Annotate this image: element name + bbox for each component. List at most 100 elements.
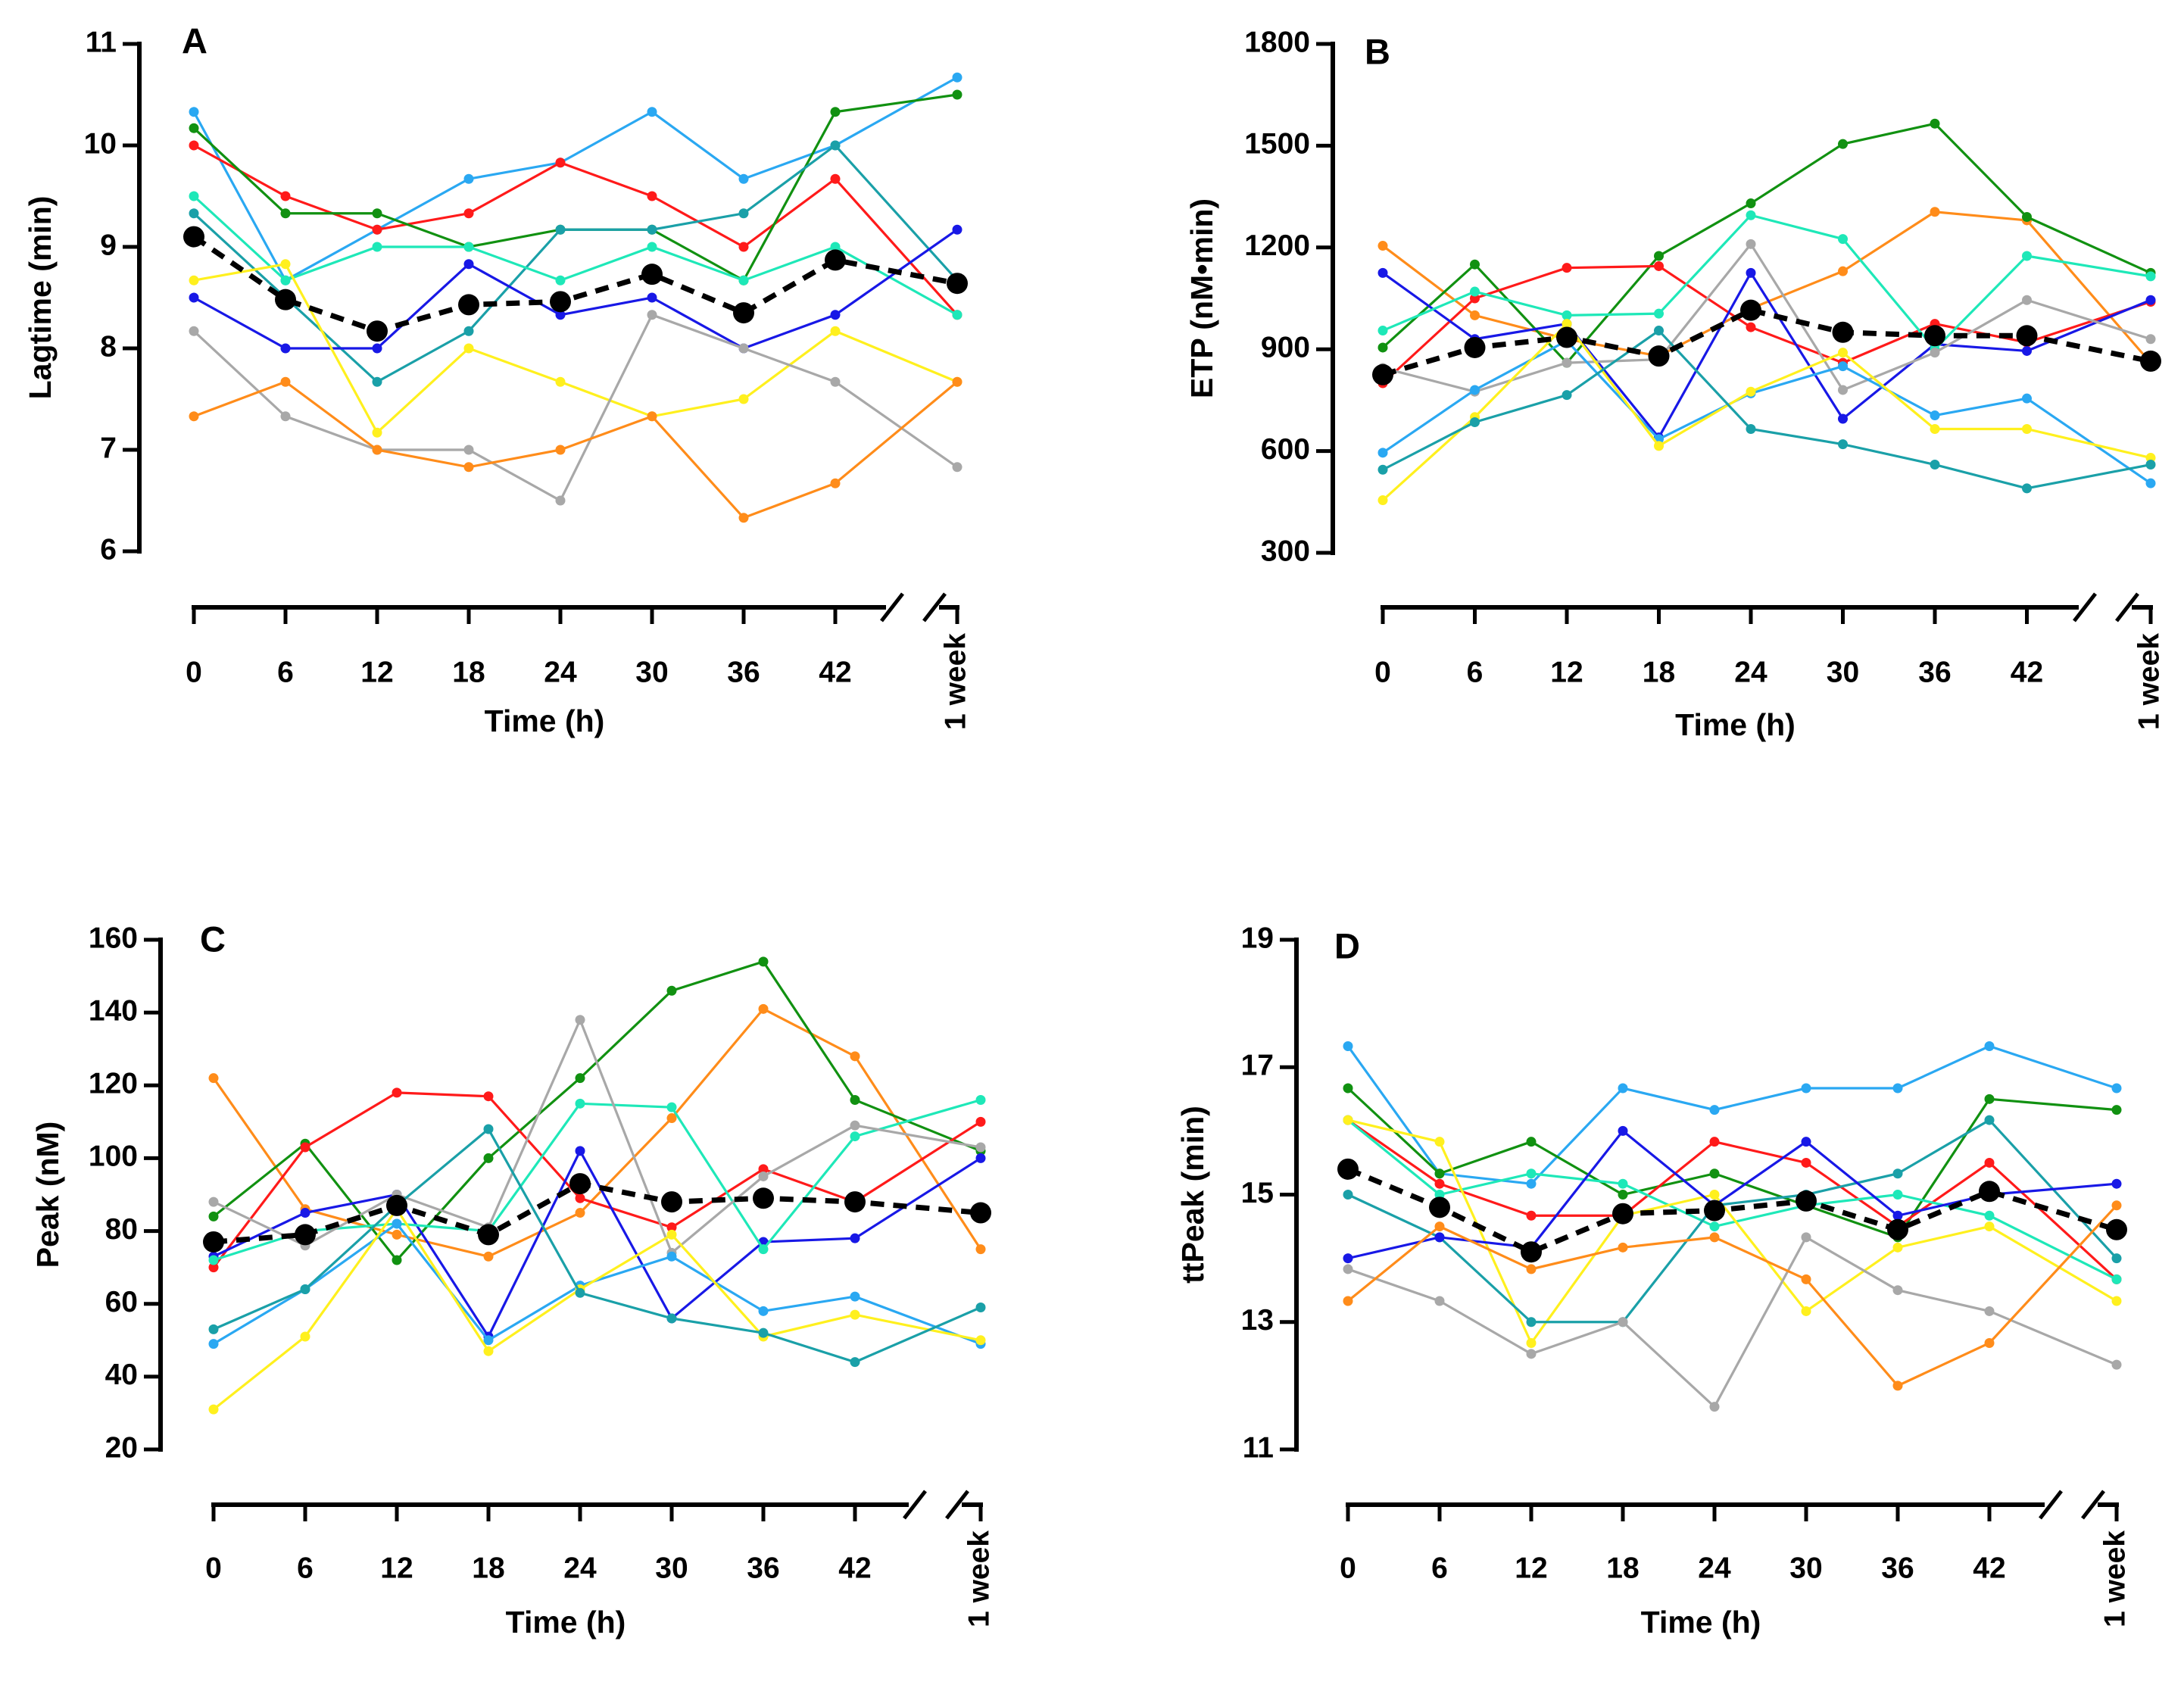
- data-point: [1434, 1178, 1445, 1189]
- data-point: [1984, 1306, 1995, 1316]
- data-point: [1930, 348, 1940, 358]
- y-tick-label: 10: [84, 127, 117, 160]
- data-point: [280, 191, 291, 201]
- y-tick-label: 80: [105, 1213, 138, 1246]
- data-point: [1562, 390, 1572, 401]
- data-point: [1343, 1190, 1353, 1200]
- data-point: [2022, 393, 2032, 404]
- data-point: [280, 343, 291, 354]
- data-point: [2111, 1083, 2122, 1094]
- data-point: [300, 1142, 310, 1153]
- x-axis-title: Time (h): [506, 1605, 626, 1640]
- data-point: [666, 1113, 677, 1124]
- data-point: [1618, 1317, 1628, 1328]
- mean-point: [1337, 1158, 1359, 1180]
- data-point: [1892, 1168, 1903, 1179]
- data-point: [975, 1142, 986, 1153]
- data-point: [1838, 234, 1848, 245]
- data-point: [1526, 1264, 1537, 1274]
- data-point: [208, 1324, 219, 1334]
- data-point: [1709, 1232, 1720, 1243]
- x-tick-label: 0: [1374, 656, 1391, 688]
- y-tick-label: 900: [1261, 331, 1310, 363]
- mean-point: [1704, 1200, 1725, 1221]
- data-point: [1618, 1178, 1628, 1189]
- x-tick-label: 24: [544, 656, 577, 688]
- data-point: [850, 1357, 860, 1368]
- data-point: [1434, 1296, 1445, 1306]
- axis-break-mark: [880, 592, 904, 622]
- mean-point: [275, 289, 296, 310]
- data-point: [2022, 295, 2032, 305]
- data-point: [1892, 1381, 1903, 1391]
- data-point: [189, 107, 199, 117]
- mean-point: [970, 1202, 991, 1224]
- data-point: [555, 310, 566, 320]
- axis-break-mark: [2073, 592, 2097, 622]
- data-point: [850, 1131, 860, 1142]
- y-tick-label: 8: [100, 330, 117, 363]
- data-point: [1654, 441, 1664, 451]
- mean-point: [367, 320, 388, 342]
- y-axis-title: ETP (nM•min): [1184, 198, 1219, 398]
- x-tick-label: 6: [297, 1552, 314, 1584]
- y-tick-label: 160: [89, 922, 138, 954]
- x-tick-label: 24: [563, 1552, 597, 1584]
- data-point: [1930, 423, 1940, 434]
- x-tick-label: 36: [747, 1552, 779, 1584]
- data-point: [555, 376, 566, 387]
- series-line-group: [1343, 1115, 2122, 1349]
- x-axis-title: Time (h): [1675, 707, 1796, 742]
- data-point: [1654, 251, 1664, 261]
- data-point: [1377, 241, 1388, 251]
- panel-letter: D: [1334, 925, 1360, 966]
- data-point: [666, 1102, 677, 1112]
- x-tick-label: 1 week: [963, 1530, 995, 1627]
- data-point: [1709, 1168, 1720, 1179]
- data-point: [975, 1244, 986, 1255]
- data-point: [738, 513, 749, 523]
- panel-d: D 11 13 15 17 19 ttPeak (min) 0 6 12 18 24 30 36 42 1 w…: [1175, 922, 2131, 1640]
- data-point: [208, 1073, 219, 1084]
- data-point: [300, 1284, 310, 1294]
- data-point: [1930, 410, 1940, 421]
- series-line: [1381, 122, 2151, 365]
- series-line-group: [1377, 261, 2156, 388]
- data-point: [1377, 267, 1388, 278]
- series-line: [1381, 322, 2151, 501]
- data-point: [1801, 1083, 1811, 1094]
- y-axis-title: Peak (nM): [30, 1122, 65, 1268]
- data-point: [758, 1171, 769, 1181]
- data-point: [1984, 1115, 1995, 1125]
- mean-line-group: [183, 226, 968, 342]
- data-point: [1709, 1105, 1720, 1115]
- series-line: [213, 1148, 981, 1340]
- data-point: [1838, 439, 1848, 450]
- data-point: [1984, 1094, 1995, 1104]
- x-tick-label: 12: [380, 1552, 413, 1584]
- data-point: [1526, 1349, 1537, 1359]
- x-tick-label: 0: [205, 1552, 222, 1584]
- y-tick-label: 100: [89, 1140, 138, 1173]
- data-point: [666, 1222, 677, 1233]
- data-point: [1984, 1157, 1995, 1168]
- data-point: [1930, 207, 1940, 217]
- series-line: [1347, 1118, 2117, 1346]
- series-line-group: [189, 376, 963, 523]
- series-line-group: [189, 224, 963, 354]
- data-point: [483, 1124, 494, 1134]
- data-point: [1838, 361, 1848, 372]
- data-point: [1377, 495, 1388, 506]
- data-point: [1526, 1338, 1537, 1349]
- data-point: [2111, 1105, 2122, 1115]
- data-point: [2111, 1200, 2122, 1211]
- data-point: [1343, 1083, 1353, 1094]
- axis-break-mark: [2081, 1490, 2105, 1520]
- data-point: [1746, 198, 1756, 209]
- y-tick-label: 20: [105, 1431, 138, 1464]
- series-line-group: [208, 1218, 986, 1349]
- axis-break-mark: [945, 1490, 969, 1520]
- mean-point: [844, 1191, 866, 1213]
- series-line-group: [1343, 1232, 2122, 1412]
